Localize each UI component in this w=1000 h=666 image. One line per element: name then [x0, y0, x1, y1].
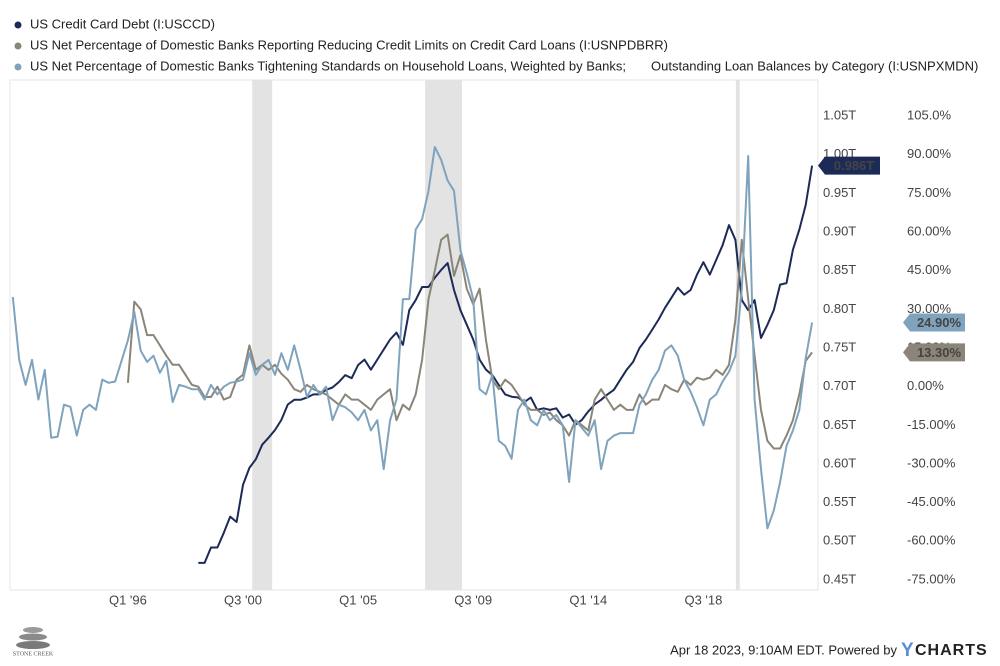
- logo: STONE CREEK: [13, 627, 54, 657]
- y-tick-label: 0.60T: [823, 455, 856, 470]
- y2-tick-label: -75.00%: [907, 571, 956, 586]
- recession-band: [425, 80, 462, 590]
- y2-tick-label: 30.00%: [907, 301, 952, 316]
- y2-tick-label: -45.00%: [907, 494, 956, 509]
- logo-text: STONE CREEK: [13, 651, 54, 657]
- y2-tick-label: 45.00%: [907, 262, 952, 277]
- logo-stone: [16, 641, 50, 649]
- x-tick-label: Q3 '00: [224, 592, 262, 607]
- y2-tick-label: 75.00%: [907, 185, 952, 200]
- legend-marker: [14, 42, 22, 50]
- y-tick-label: 0.85T: [823, 262, 856, 277]
- y2-tick-label: -30.00%: [907, 455, 956, 470]
- legend-marker: [14, 21, 22, 29]
- footer-timestamp: Apr 18 2023, 9:10AM EDT. Powered by: [670, 642, 897, 657]
- y-tick-label: 0.55T: [823, 494, 856, 509]
- x-tick-label: Q1 '96: [109, 592, 147, 607]
- recession-layer: [252, 80, 740, 590]
- y-tick-label: 0.80T: [823, 301, 856, 316]
- legend-label-continued: Outstanding Loan Balances by Category (I…: [651, 58, 978, 73]
- legend: US Credit Card Debt (I:USCCD) US Net Perc…: [14, 16, 978, 73]
- logo-stone: [23, 627, 43, 633]
- y-tick-label: 0.95T: [823, 185, 856, 200]
- y-tick-label: 0.90T: [823, 224, 856, 239]
- y-tick-label: 1.05T: [823, 108, 856, 123]
- y-tick-label: 0.70T: [823, 378, 856, 393]
- plot-frame: [9, 79, 819, 591]
- series-line: [126, 233, 813, 450]
- recession-band: [252, 80, 273, 590]
- series-line: [198, 165, 814, 564]
- x-tick-label: Q3 '09: [454, 592, 492, 607]
- y-tick-label: 0.75T: [823, 339, 856, 354]
- end-label: 24.90%: [917, 315, 962, 330]
- line-layer: [11, 146, 814, 564]
- end-badge: [903, 313, 965, 332]
- y-tick-label: 0.65T: [823, 417, 856, 432]
- legend-marker: [14, 63, 22, 71]
- y2-tick-label: -60.00%: [907, 533, 956, 548]
- y-tick-label: 0.45T: [823, 571, 856, 586]
- legend-label: US Credit Card Debt (I:USCCD): [30, 16, 215, 31]
- legend-label: US Net Percentage of Domestic Banks Tigh…: [30, 58, 626, 73]
- end-badge: [903, 343, 965, 362]
- brand-name: CHARTS: [915, 642, 988, 659]
- y2-tick-label: 105.0%: [907, 108, 952, 123]
- brand-y: Y: [901, 640, 914, 661]
- x-tick-label: Q1 '05: [339, 592, 377, 607]
- end-badge: [818, 156, 880, 175]
- x-tick-label: Q3 '18: [684, 592, 722, 607]
- y2-tick-label: 90.00%: [907, 146, 952, 161]
- y2-tick-label: -15.00%: [907, 417, 956, 432]
- y2-tick-label: 60.00%: [907, 223, 952, 238]
- y-tick-label: 0.50T: [823, 533, 856, 548]
- legend-label: US Net Percentage of Domestic Banks Repo…: [30, 37, 668, 52]
- axes: 0.45T 0.50T 0.55T 0.60T 0.65T 0.70T 0.75T 0.80T…: [109, 108, 965, 607]
- end-label: 0.986T: [834, 158, 875, 173]
- series-line: [11, 146, 814, 530]
- y2-tick-label: 0.00%: [907, 378, 944, 393]
- end-label: 13.30%: [917, 345, 962, 360]
- x-tick-label: Q1 '14: [569, 592, 607, 607]
- logo-stone: [19, 633, 47, 641]
